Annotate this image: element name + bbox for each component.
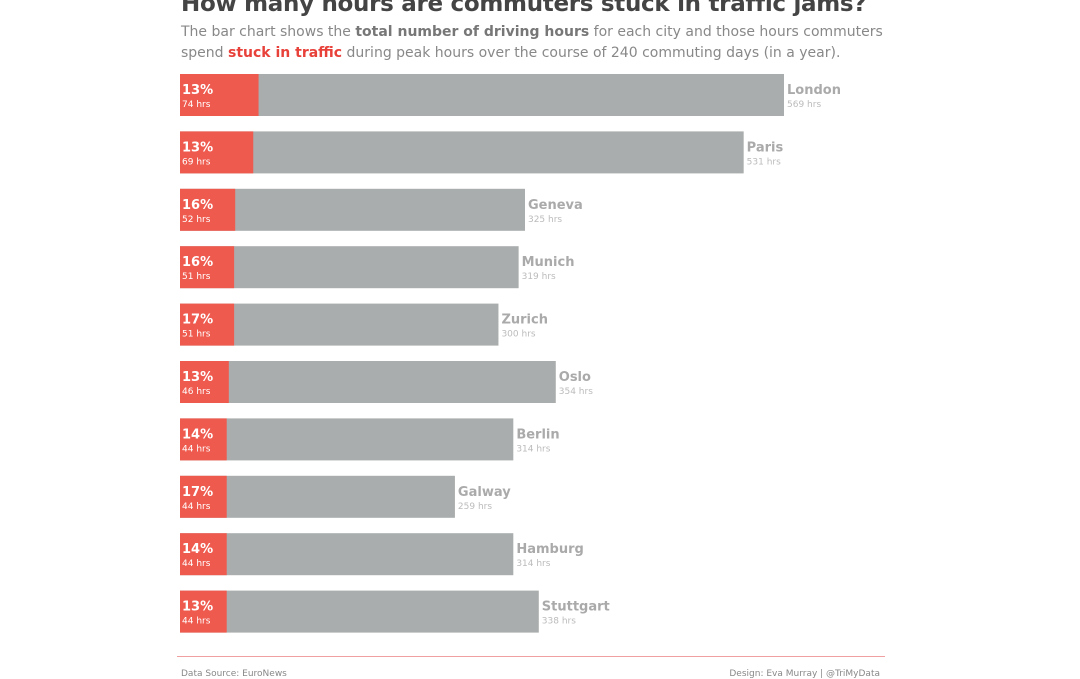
total-hours-label: 569 hrs [787,100,821,110]
subtitle-highlight: stuck in traffic [228,45,343,61]
traffic-hours-label: 44 hrs [182,617,211,627]
city-label: Stuttgart [542,600,610,615]
traffic-hours-label: 44 hrs [182,502,211,512]
data-source: Data Source: EuroNews [181,669,287,679]
total-hours-label: 259 hrs [458,502,492,512]
total-hours-bar [180,131,744,174]
traffic-hours-bar [180,246,235,289]
total-hours-label: 354 hrs [559,387,593,397]
percent-label: 13% [182,83,213,98]
total-hours-label: 314 hrs [516,444,550,454]
traffic-hours-label: 52 hrs [182,215,211,225]
traffic-hours-label: 51 hrs [182,272,211,282]
city-label: Munich [522,255,575,270]
city-label: Zurich [501,313,548,328]
total-hours-label: 338 hrs [542,617,576,627]
traffic-hours-label: 69 hrs [182,157,211,167]
city-label: Galway [458,485,511,500]
percent-label: 13% [182,370,213,385]
city-label: London [787,83,841,98]
subtitle-text: for each city and those hours commuters … [181,24,883,61]
chart-subtitle: The bar chart shows the total number of … [181,22,891,64]
city-label: Geneva [528,198,583,213]
traffic-hours-bar [180,131,254,174]
percent-label: 14% [182,542,213,557]
traffic-hours-bar [180,418,227,461]
traffic-hours-bar [180,188,236,231]
traffic-hours-bar [180,74,259,116]
total-hours-label: 531 hrs [747,157,781,167]
traffic-hours-label: 51 hrs [182,330,211,340]
footer-divider [177,656,885,657]
city-label: Oslo [559,370,591,385]
total-hours-bar [180,361,556,403]
city-label: Hamburg [516,542,583,557]
total-hours-bar [180,590,539,633]
traffic-hours-bar [180,303,235,346]
traffic-hours-label: 74 hrs [182,100,211,110]
total-hours-label: 314 hrs [516,559,550,569]
percent-label: 17% [182,485,213,500]
subtitle-text: during peak hours over the course of 240… [342,45,841,61]
total-hours-bar [180,188,525,231]
traffic-hours-bar [180,475,227,518]
traffic-hours-label: 44 hrs [182,444,211,454]
percent-label: 13% [182,140,213,155]
total-hours-bar [180,246,519,289]
total-hours-label: 319 hrs [522,272,556,282]
design-credit: Design: Eva Murray | @TriMyData [729,669,880,679]
total-hours-label: 325 hrs [528,215,562,225]
percent-label: 16% [182,255,213,270]
total-hours-bar [180,74,784,116]
total-hours-bar [180,418,514,461]
city-label: Paris [747,140,784,155]
city-label: Berlin [516,427,559,442]
chart-title: How many hours are commuters stuck in tr… [181,0,867,17]
traffic-hours-label: 44 hrs [182,559,211,569]
percent-label: 16% [182,198,213,213]
traffic-hours-bar [180,533,227,576]
percent-label: 13% [182,600,213,615]
traffic-hours-bar [180,590,227,633]
subtitle-text: The bar chart shows the [181,24,356,40]
traffic-hours-bar [180,361,229,403]
percent-label: 17% [182,313,213,328]
traffic-hours-label: 46 hrs [182,387,211,397]
total-hours-label: 300 hrs [501,330,535,340]
total-hours-bar [180,533,514,576]
subtitle-bold: total number of driving hours [355,24,590,40]
percent-label: 14% [182,427,213,442]
